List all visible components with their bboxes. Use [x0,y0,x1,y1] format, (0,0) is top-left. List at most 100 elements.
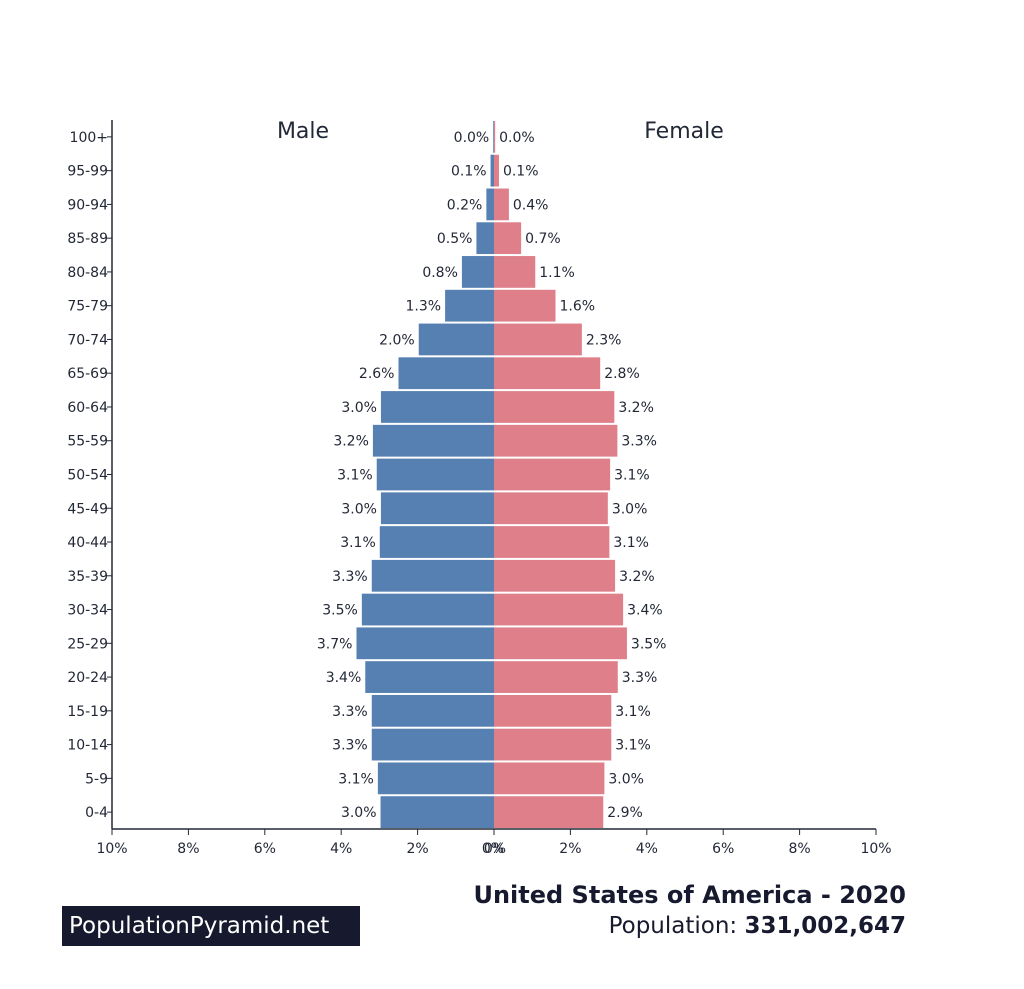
label-male-95-99: 0.1% [451,164,487,180]
label-male-90-94: 0.2% [447,197,483,213]
bar-male-0-4 [380,796,494,828]
bar-male-95-99 [490,154,494,187]
y-tick-label-70-74: 70-74 [67,332,108,348]
x-tick-label-0: 10% [96,841,127,857]
x-tick-label-4: 2% [406,841,428,857]
population-line: Population: 331,002,647 [609,913,906,939]
brand-badge[interactable]: PopulationPyramid.net [62,906,360,946]
country-title: United States of America - 2020 [473,881,906,909]
label-male-65-69: 2.6% [359,366,395,382]
label-female-95-99: 0.1% [503,164,539,180]
x-tick-label-5: 0% [482,841,504,857]
label-male-55-59: 3.2% [333,434,369,450]
y-tick-label-10-14: 10-14 [67,738,108,754]
x-tick-label-2: 6% [254,841,276,857]
y-tick-label-40-44: 40-44 [67,535,108,551]
label-female-75-79: 1.6% [560,299,596,315]
x-tick-label-9: 6% [712,841,734,857]
value-labels-layer: 0.0% 0.0% 0.1% 0.1% 0.2% 0.4% 0.5% 0.7% 0.8% 1.1%… [317,130,667,821]
y-tick-label-90-94: 90-94 [67,197,108,213]
bar-female-15-19 [494,694,612,727]
y-tick-label-95-99: 95-99 [67,164,108,180]
y-tick-label-65-69: 65-69 [67,366,108,382]
y-tick-label-75-79: 75-79 [67,299,108,315]
x-tick-label-7: 2% [559,841,581,857]
y-tick-label-45-49: 45-49 [67,501,108,517]
axes-layer: 100+ 95-99 90-94 85-89 80-84 75-79 70-74 65-69 6… [67,119,891,857]
bar-male-75-79 [445,289,494,322]
legend-male: Male [277,119,329,144]
bar-male-20-24 [365,661,494,693]
bar-female-95-99 [494,154,499,187]
bar-male-5-9 [377,762,494,795]
bar-female-50-54 [494,458,611,491]
bar-female-20-24 [494,661,618,693]
y-tick-label-5-9: 5-9 [85,771,108,787]
label-female-55-59: 3.3% [621,434,657,450]
y-tick-label-85-89: 85-89 [67,231,108,247]
label-female-0-4: 2.9% [607,805,643,821]
bar-female-55-59 [494,424,618,457]
population-label: Population: [608,913,745,939]
bar-male-15-19 [371,694,494,727]
bar-male-85-89 [476,222,494,255]
bar-male-35-39 [371,559,494,592]
y-tick-label-20-24: 20-24 [67,670,108,686]
bar-female-30-34 [494,593,624,626]
label-male-85-89: 0.5% [437,231,473,247]
label-female-45-49: 3.0% [612,501,648,517]
y-tick-label-60-64: 60-64 [67,400,108,416]
label-female-35-39: 3.2% [619,569,655,585]
bar-female-45-49 [494,492,608,525]
label-female-40-44: 3.1% [613,535,649,551]
label-male-45-49: 3.0% [341,501,377,517]
bars-layer [356,121,627,828]
y-tick-label-0-4: 0-4 [85,805,108,821]
label-male-20-24: 3.4% [326,670,362,686]
label-male-30-34: 3.5% [322,603,358,619]
x-tick-label-3: 4% [330,841,352,857]
bar-female-85-89 [494,222,522,255]
bar-female-70-74 [494,323,582,356]
label-male-5-9: 3.1% [338,771,374,787]
label-female-5-9: 3.0% [608,771,644,787]
bar-male-100+ [493,121,494,153]
label-female-30-34: 3.4% [627,603,663,619]
label-male-40-44: 3.1% [340,535,376,551]
y-tick-label-80-84: 80-84 [67,265,108,281]
label-female-100+: 0.0% [499,130,535,146]
bar-female-35-39 [494,559,616,592]
y-tick-label-15-19: 15-19 [67,704,108,720]
bar-female-100+ [494,121,496,153]
label-female-60-64: 3.2% [618,400,654,416]
population-pyramid-chart: 0.0% 0.0% 0.1% 0.1% 0.2% 0.4% 0.5% 0.7% 0.8% 1.1%… [67,119,891,857]
population-value: 331,002,647 [744,913,906,939]
label-male-0-4: 3.0% [341,805,377,821]
label-male-50-54: 3.1% [337,468,373,484]
bar-female-0-4 [494,796,604,828]
y-tick-label-35-39: 35-39 [67,569,108,585]
bar-male-10-14 [371,728,494,761]
y-tick-label-25-29: 25-29 [67,636,108,652]
bar-female-10-14 [494,728,612,761]
label-female-65-69: 2.8% [604,366,640,382]
bar-male-65-69 [398,357,494,390]
bar-male-45-49 [380,492,494,525]
bar-female-40-44 [494,526,610,558]
label-female-85-89: 0.7% [525,231,561,247]
label-male-75-79: 1.3% [406,299,442,315]
bar-male-70-74 [418,323,494,356]
bar-male-50-54 [376,458,494,491]
bar-male-80-84 [461,256,494,288]
label-male-70-74: 2.0% [379,332,415,348]
label-female-10-14: 3.1% [615,738,651,754]
bar-female-5-9 [494,762,605,795]
label-male-15-19: 3.3% [332,704,368,720]
bar-male-90-94 [486,188,494,221]
x-tick-label-11: 10% [860,841,891,857]
bar-female-90-94 [494,188,509,221]
label-male-100+: 0.0% [454,130,490,146]
label-male-60-64: 3.0% [341,400,377,416]
label-female-80-84: 1.1% [539,265,575,281]
label-male-80-84: 0.8% [422,265,458,281]
